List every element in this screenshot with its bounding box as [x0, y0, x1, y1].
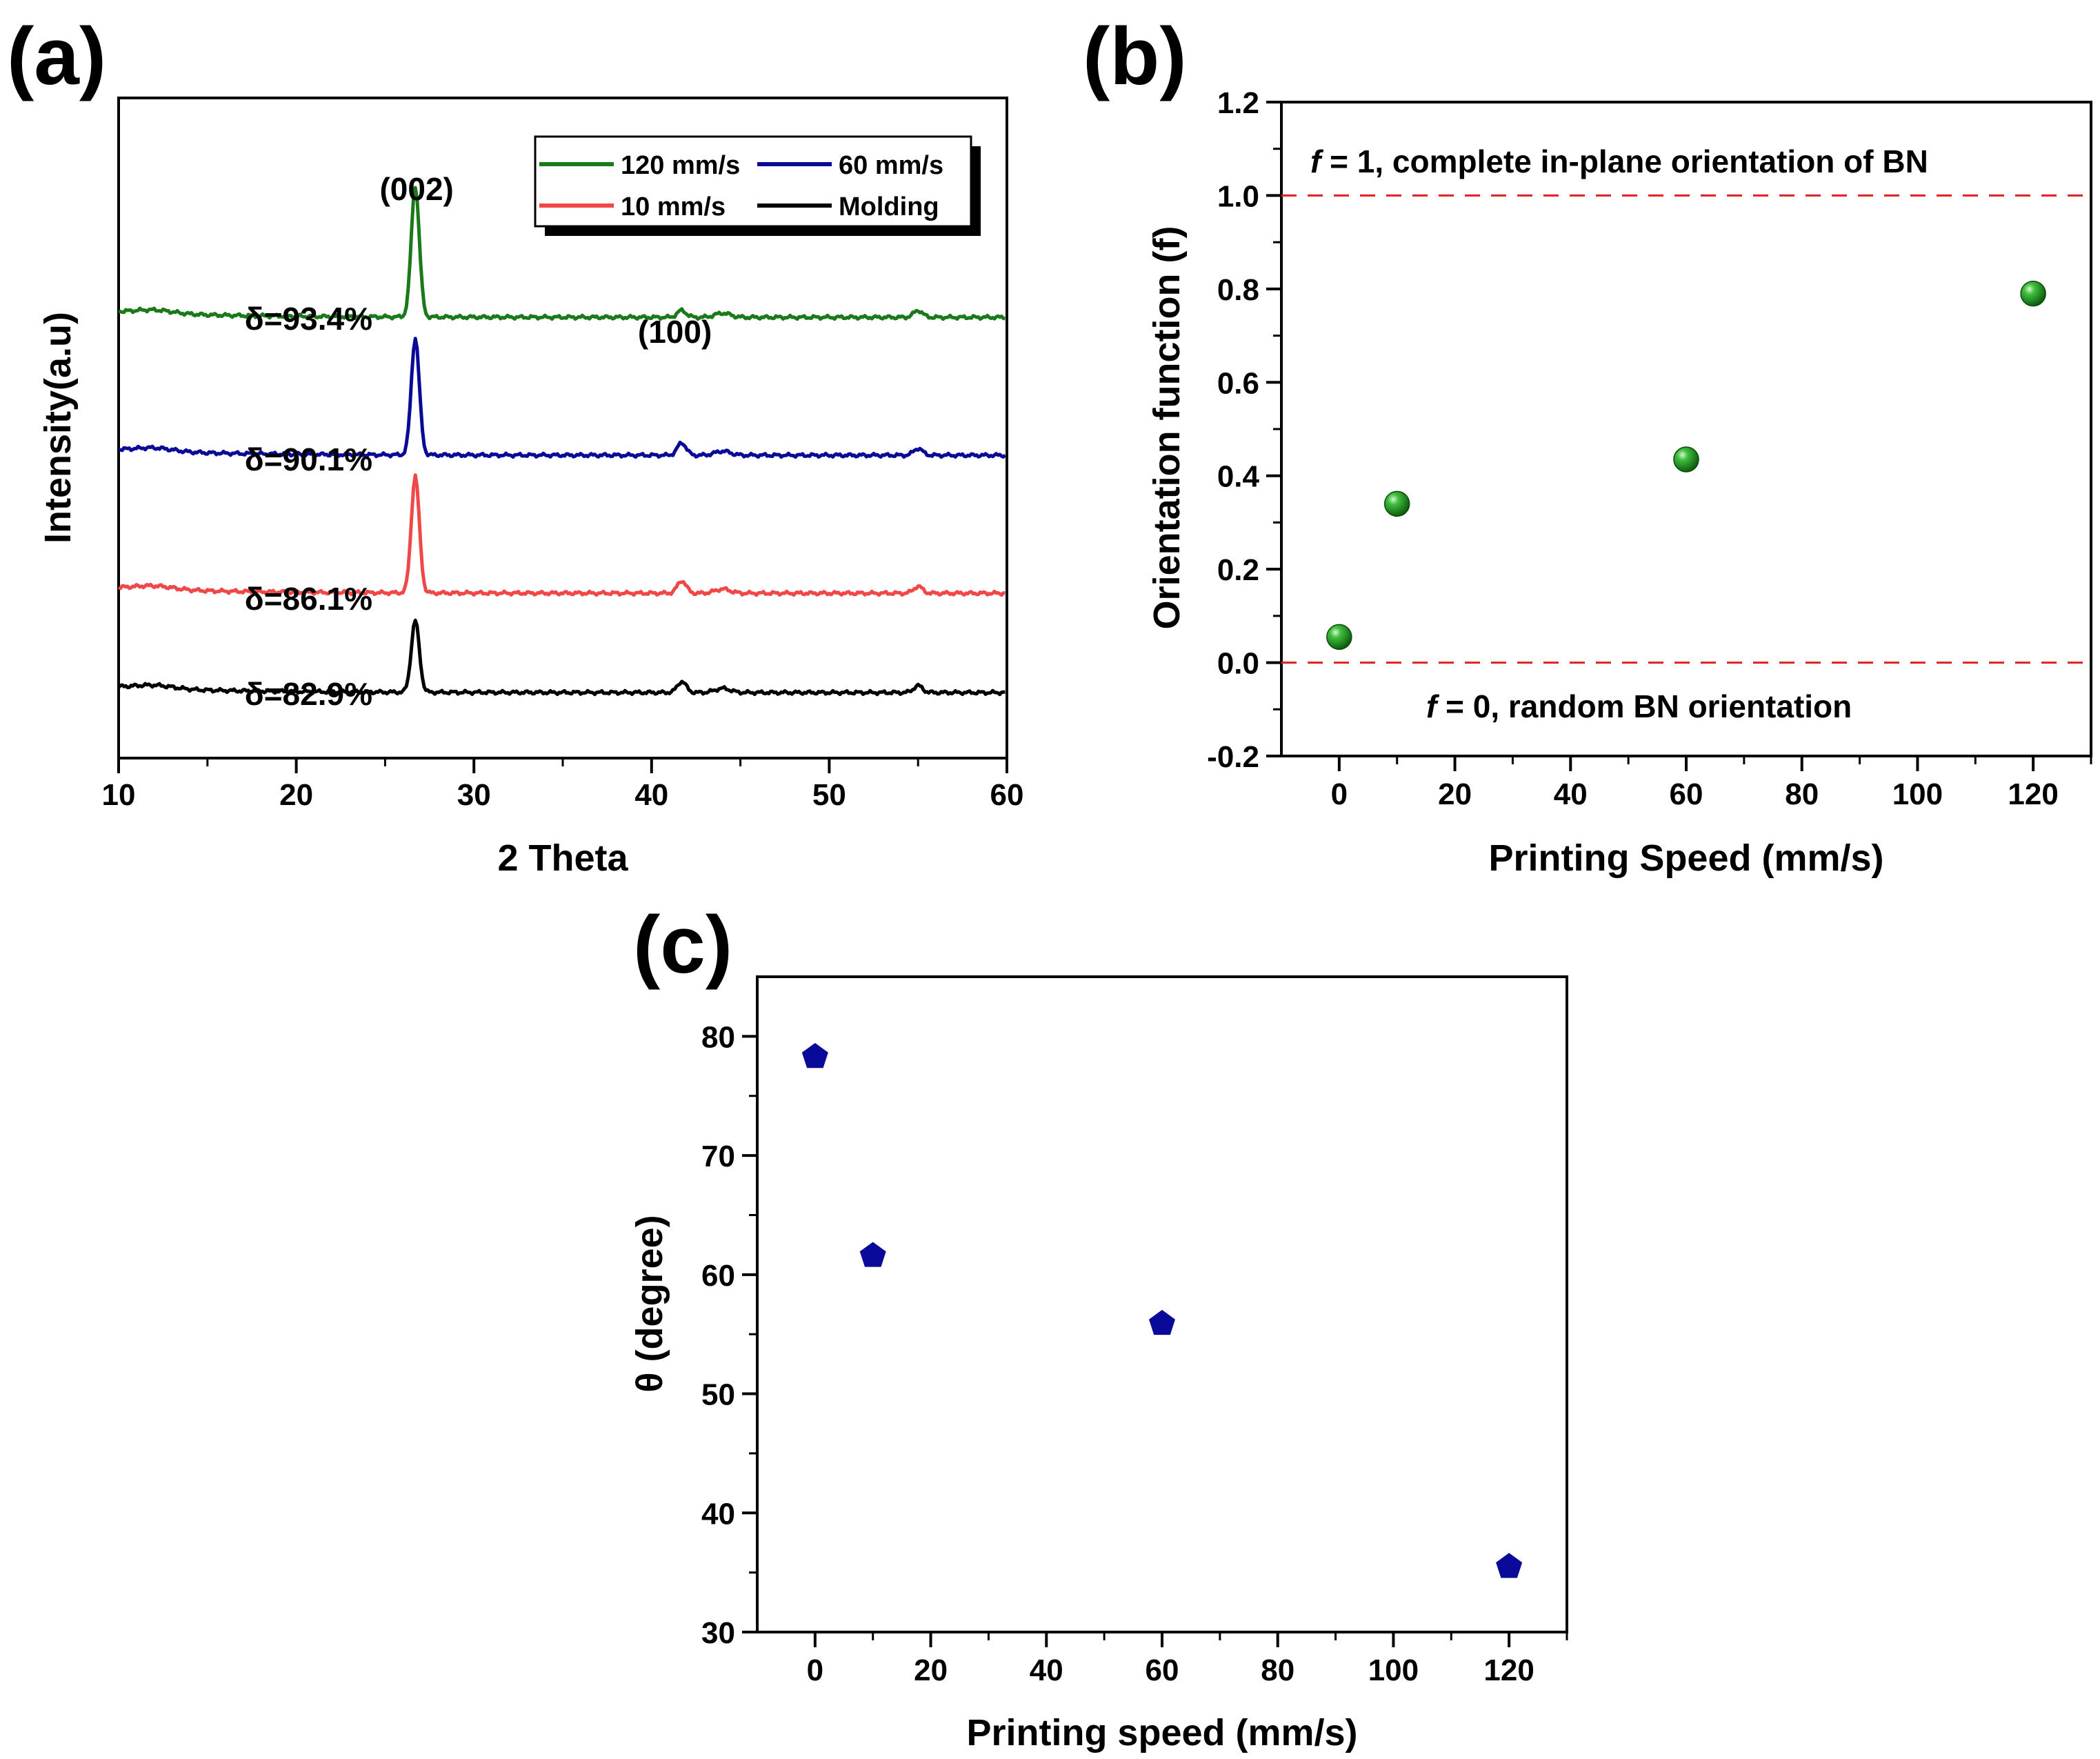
xrd-curve-0 [118, 186, 1006, 321]
panel-b: (b) 0 20 40 60 80 100 120 -0.2 0.0 0.2 0.4 0.6 0.8 1.… [1083, 11, 2092, 879]
c-ytick-label-3: 60 [701, 1259, 735, 1293]
crystallinity-label-60: δ=90.1% [245, 441, 372, 477]
a-xtick-label-0: 10 [102, 778, 136, 812]
crystallinity-label-molding: δ=82.9% [245, 676, 372, 712]
panel-b-x-axis-title: Printing Speed (mm/s) [1488, 837, 1883, 879]
panel-c-frame [756, 975, 1568, 1633]
legend-label-molding: Molding [839, 192, 939, 221]
legend-label-10: 10 mm/s [621, 192, 726, 221]
panel-a-series-group [117, 186, 1007, 697]
a-xtick-label-2: 30 [457, 778, 491, 812]
b-xtick-label-4: 80 [1785, 777, 1819, 811]
panel-b-frame [1280, 101, 2092, 757]
b-ytick-label-5: 0.8 [1217, 273, 1259, 307]
panel-c-ticks: 0 20 40 60 80 100 120 30 40 50 60 70 80 [701, 1020, 1568, 1687]
panel-a-label: (a) [7, 11, 106, 102]
b-point-2 [1673, 446, 1699, 473]
legend-box [534, 135, 972, 228]
b-point-0 [1326, 624, 1352, 650]
b-point-3 [2020, 280, 2046, 307]
c-point-1 [859, 1242, 886, 1267]
b-xtick-label-5: 100 [1892, 777, 1943, 811]
panel-a-y-axis-title: Intensity(a.u) [37, 312, 79, 544]
b-ytick-label-0: -0.2 [1207, 740, 1259, 774]
note-text-2: = 0, random BN orientation [1437, 688, 1852, 724]
note-f-italic-2: f [1426, 688, 1440, 724]
panel-c-label: (c) [633, 900, 732, 991]
b-point-1 [1383, 490, 1410, 517]
b-ytick-label-4: 0.6 [1217, 366, 1259, 400]
b-xtick-label-6: 120 [2008, 777, 2058, 811]
c-point-3 [1496, 1553, 1523, 1578]
b-xtick-label-0: 0 [1331, 777, 1348, 811]
b-xtick-label-3: 60 [1670, 777, 1703, 811]
b-ytick-label-2: 0.2 [1217, 553, 1259, 587]
note-f-italic-1: f [1310, 143, 1324, 179]
xrd-curve-2 [117, 473, 1006, 597]
panel-a: (a) 10 20 30 40 50 60 2 Theta Intensity(a.u) … [7, 11, 1023, 879]
xrd-curve-1 [119, 337, 1007, 459]
b-ytick-label-6: 1.0 [1217, 179, 1259, 213]
peak-label-100: (100) [638, 314, 712, 350]
b-ytick-label-3: 0.4 [1217, 460, 1260, 494]
panel-c-y-axis-title: θ (degree) [629, 1215, 670, 1392]
c-xtick-label-6: 120 [1483, 1653, 1534, 1687]
b-ytick-label-1: 0.0 [1217, 647, 1259, 681]
c-xtick-label-0: 0 [807, 1653, 823, 1687]
c-ytick-label-0: 30 [701, 1616, 735, 1650]
a-xtick-label-1: 20 [279, 778, 313, 812]
c-xtick-label-3: 60 [1146, 1653, 1179, 1687]
legend-label-120: 120 mm/s [621, 151, 740, 180]
note-text-1: = 1, complete in-plane orientation of BN [1321, 143, 1928, 179]
c-xtick-label-5: 100 [1368, 1653, 1419, 1687]
panel-c-points [801, 1043, 1523, 1578]
peak-label-002: (002) [379, 171, 453, 207]
c-ytick-label-5: 80 [701, 1020, 735, 1054]
panel-b-y-axis-title: Orientation function (f) [1146, 226, 1188, 630]
panel-c: (c) 0 20 40 60 80 100 120 30 40 50 60 70 80 Printing… [629, 900, 1568, 1753]
c-ytick-label-1: 40 [701, 1497, 735, 1531]
panel-b-ticks: 0 20 40 60 80 100 120 -0.2 0.0 0.2 0.4 0.6 0.8 1.0 1.2 [1207, 86, 2092, 811]
xrd-curve-3 [117, 618, 1006, 697]
c-ytick-label-4: 70 [701, 1140, 735, 1173]
reference-note-complete: f = 1, complete in-plane orientation of … [1310, 143, 1928, 179]
a-xtick-label-5: 60 [990, 778, 1024, 812]
a-xtick-label-3: 40 [634, 778, 668, 812]
crystallinity-label-10: δ=86.1% [245, 581, 372, 617]
panel-a-x-ticks: 10 20 30 40 50 60 [102, 758, 1024, 812]
b-ytick-label-7: 1.2 [1217, 86, 1259, 120]
panel-b-reference-lines [1281, 194, 2091, 664]
panel-b-points [1326, 280, 2046, 650]
reference-note-random: f = 0, random BN orientation [1426, 688, 1852, 724]
c-xtick-label-4: 80 [1261, 1653, 1294, 1687]
legend-label-60: 60 mm/s [839, 151, 943, 180]
b-xtick-label-2: 40 [1554, 777, 1588, 811]
c-ytick-label-2: 50 [701, 1378, 735, 1412]
panel-b-label: (b) [1083, 11, 1187, 102]
b-xtick-label-1: 20 [1438, 777, 1472, 811]
panel-a-legend: 120 mm/s 60 mm/s 10 mm/s Molding [534, 135, 981, 236]
c-xtick-label-2: 40 [1030, 1653, 1063, 1687]
panel-a-x-axis-title: 2 Theta [497, 837, 628, 879]
c-xtick-label-1: 20 [914, 1653, 948, 1687]
crystallinity-label-120: δ=93.4% [245, 301, 372, 337]
a-xtick-label-4: 50 [812, 778, 846, 812]
c-point-0 [801, 1043, 828, 1069]
panel-c-x-axis-title: Printing speed (mm/s) [966, 1712, 1357, 1753]
c-point-2 [1149, 1309, 1175, 1335]
